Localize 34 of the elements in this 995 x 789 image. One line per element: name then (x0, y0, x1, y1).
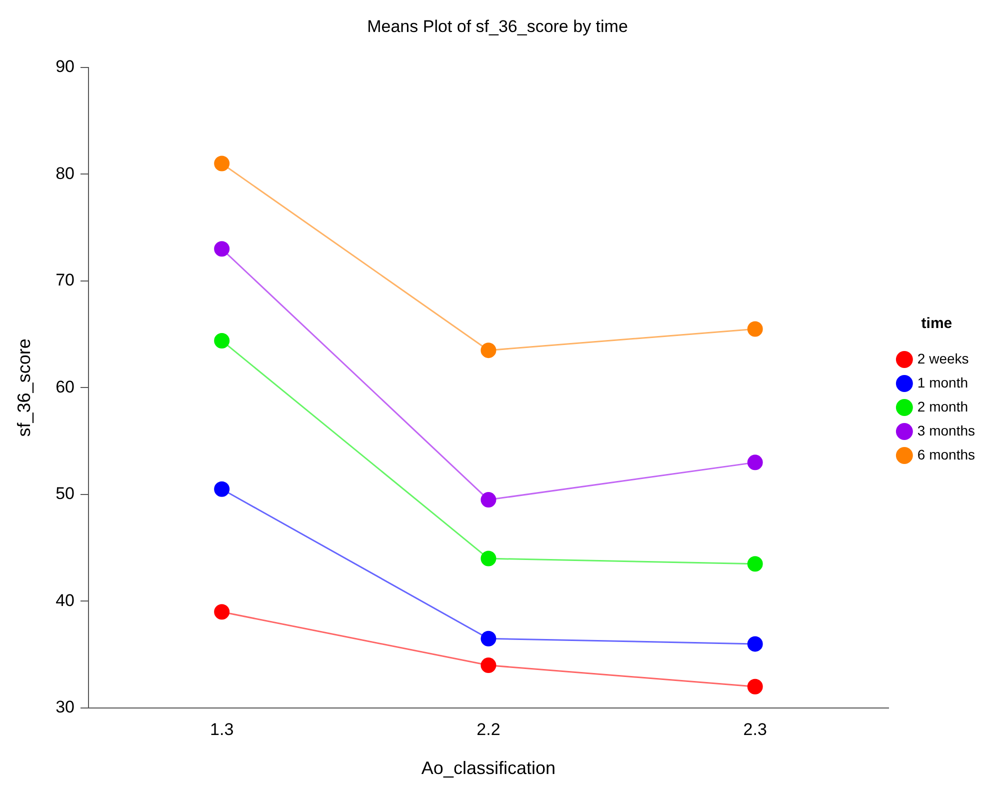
y-tick-label: 40 (56, 590, 75, 610)
point (480, 550, 496, 566)
point (214, 332, 230, 348)
legend-label: 6 months (917, 446, 976, 462)
point (480, 342, 496, 358)
legend-label: 2 month (917, 398, 968, 414)
point (747, 321, 763, 337)
chart-title: Means Plot of sf_36_score by time (367, 16, 628, 36)
x-tick-label: 2.2 (476, 720, 500, 739)
point (480, 492, 496, 508)
point (480, 630, 496, 646)
point (480, 658, 496, 674)
y-tick-label: 80 (56, 164, 75, 183)
point (747, 678, 763, 694)
x-tick-label: 2.3 (743, 720, 767, 739)
point (214, 156, 230, 172)
x-axis-title: Ao_classification (421, 758, 556, 778)
x-tick-label: 1.3 (210, 720, 234, 739)
point (747, 636, 763, 652)
point (214, 481, 230, 497)
y-tick-label: 30 (56, 698, 75, 717)
y-axis-title: sf_36_score (14, 338, 34, 437)
point (214, 604, 230, 620)
legend-label: 3 months (917, 422, 976, 438)
legend-label: 1 month (917, 374, 968, 390)
legend-title: time (921, 315, 952, 332)
y-tick-label: 90 (56, 57, 75, 76)
point (214, 241, 230, 257)
point (747, 556, 763, 572)
y-tick-label: 60 (56, 377, 75, 396)
legend-label: 2 weeks (917, 350, 969, 366)
y-tick-label: 50 (56, 484, 75, 504)
y-tick-label: 70 (56, 270, 75, 290)
point (747, 454, 763, 470)
